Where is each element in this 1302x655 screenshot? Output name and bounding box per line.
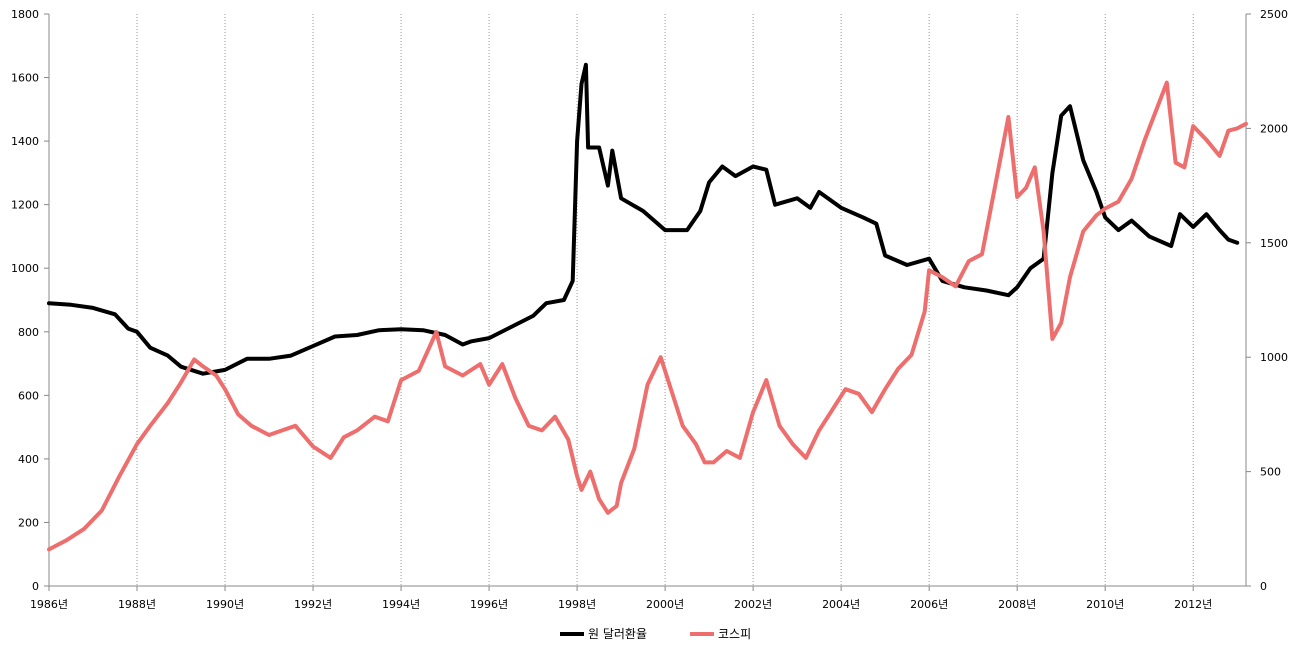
right-tick-label: 0 [1260,580,1267,593]
x-tick-label: 1996년 [470,598,508,611]
legend-label-1: 원 달러환율 [588,627,647,641]
x-tick-label: 2012년 [1174,598,1212,611]
left-tick-label: 1800 [11,8,39,21]
axes [48,14,1247,587]
x-tick-label: 2010년 [1086,598,1124,611]
x-tick-label: 2004년 [822,598,860,611]
right-tick-label: 2500 [1260,8,1288,21]
left-tick-label: 800 [18,326,39,339]
x-axis-ticks: 1986년 1988년 1990년 1992년 1994년 1996년 1998년 2000년… [30,586,1212,611]
right-tick-label: 1000 [1260,351,1288,364]
legend-label-2: 코스피 [718,627,751,641]
x-tick-label: 1994년 [382,598,420,611]
left-tick-label: 1000 [11,262,39,275]
legend: 원 달러환율 코스피 [560,627,751,641]
right-tick-label: 1500 [1260,237,1288,250]
x-tick-label: 1986년 [30,598,68,611]
series-line-1 [47,62,1240,376]
x-tick-label: 2000년 [646,598,684,611]
x-tick-label: 1992년 [294,598,332,611]
left-tick-label: 600 [18,389,39,402]
left-tick-label: 200 [18,516,39,529]
x-tick-label: 2002년 [734,598,772,611]
x-tick-label: 1998년 [558,598,596,611]
series-line-2 [47,80,1248,552]
vertical-gridlines [136,14,1194,586]
left-axis-ticks: 0 200 400 600 800 1000 1200 1400 1600 1800 [11,8,49,593]
left-tick-label: 0 [32,580,39,593]
x-tick-label: 1988년 [118,598,156,611]
left-tick-label: 400 [18,453,39,466]
series-lines [47,62,1248,552]
left-tick-label: 1600 [11,72,39,85]
x-tick-label: 1990년 [206,598,244,611]
x-tick-label: 2006년 [910,598,948,611]
right-tick-label: 2000 [1260,122,1288,135]
right-tick-label: 500 [1260,466,1281,479]
left-tick-label: 1200 [11,199,39,212]
left-tick-label: 1400 [11,135,39,148]
right-axis-ticks: 0 500 1000 1500 2000 2500 [1246,8,1288,593]
x-tick-label: 2008년 [998,598,1036,611]
